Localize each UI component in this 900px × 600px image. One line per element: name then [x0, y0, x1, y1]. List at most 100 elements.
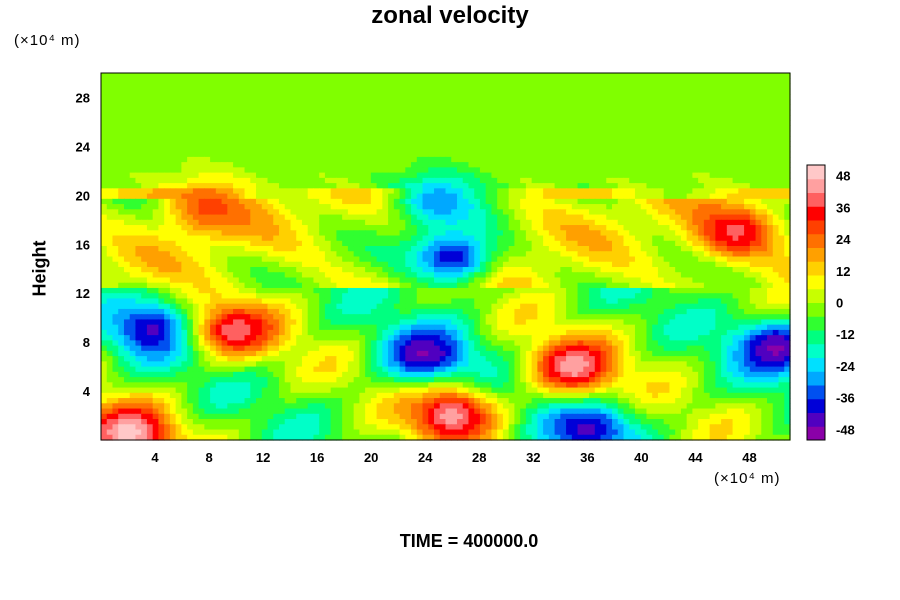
field-cell — [192, 114, 200, 121]
field-cell — [336, 209, 343, 216]
field-cell — [405, 93, 412, 100]
field-cell — [778, 156, 785, 163]
field-cell — [210, 73, 217, 79]
field-cell — [577, 172, 584, 179]
field-cell — [301, 93, 309, 100]
field-cell — [468, 151, 475, 158]
field-cell — [405, 225, 412, 231]
field-cell — [680, 198, 688, 205]
field-cell — [169, 135, 177, 142]
field-cell — [554, 266, 561, 273]
field-cell — [187, 251, 194, 258]
field-cell — [543, 225, 550, 231]
field-cell — [703, 193, 711, 200]
field-cell — [560, 93, 567, 100]
field-cell — [514, 135, 521, 142]
field-cell — [118, 193, 125, 200]
field-cell — [600, 109, 607, 116]
field-cell — [502, 167, 510, 174]
field-cell — [617, 256, 625, 263]
field-cell — [537, 83, 544, 90]
field-cell — [347, 73, 355, 79]
field-cell — [485, 156, 493, 163]
field-cell — [744, 282, 751, 289]
field-cell — [456, 130, 464, 137]
field-cell — [376, 193, 383, 200]
field-cell — [468, 209, 475, 216]
field-cell — [571, 93, 579, 100]
field-cell — [738, 198, 745, 205]
field-cell — [336, 266, 343, 273]
field-cell — [583, 104, 590, 111]
field-cell — [382, 235, 389, 242]
field-cell — [169, 204, 177, 210]
field-cell — [606, 156, 613, 163]
field-cell — [612, 272, 619, 279]
field-cell — [405, 266, 412, 273]
field-cell — [451, 256, 458, 263]
field-cell — [233, 177, 240, 184]
field-cell — [680, 120, 688, 127]
field-cell — [244, 204, 251, 210]
field-cell — [520, 130, 527, 137]
field-cell — [514, 177, 521, 184]
field-cell — [129, 240, 137, 247]
field-cell — [767, 162, 774, 168]
field-cell — [548, 83, 556, 90]
field-cell — [129, 135, 137, 142]
field-cell — [416, 83, 424, 90]
field-cell — [721, 188, 728, 195]
field-cell — [703, 235, 711, 242]
field-cell — [548, 282, 556, 289]
field-cell — [290, 177, 297, 184]
field-cell — [589, 167, 596, 174]
field-cell — [382, 219, 389, 226]
field-cell — [158, 73, 165, 79]
field-cell — [106, 251, 114, 258]
field-cell — [244, 99, 251, 106]
field-cell — [261, 209, 269, 216]
field-cell — [721, 114, 728, 121]
field-cell — [256, 251, 263, 258]
field-cell — [319, 78, 326, 85]
field-cell — [198, 287, 205, 294]
field-cell — [640, 83, 648, 90]
field-cell — [721, 256, 728, 263]
field-cell — [324, 272, 332, 279]
field-cell — [152, 167, 160, 174]
field-cell — [640, 172, 648, 179]
field-cell — [525, 246, 533, 252]
field-cell — [531, 93, 538, 100]
field-cell — [600, 277, 607, 284]
field-cell — [537, 261, 544, 268]
field-cell — [652, 93, 659, 100]
field-cell — [468, 225, 475, 231]
field-cell — [617, 183, 625, 189]
field-cell — [169, 214, 177, 221]
field-cell — [169, 282, 177, 289]
field-cell — [755, 219, 762, 226]
field-cell — [376, 156, 383, 163]
field-cell — [623, 225, 630, 231]
field-cell — [198, 78, 205, 85]
field-cell — [617, 88, 625, 95]
field-cell — [192, 209, 200, 216]
field-cell — [652, 246, 659, 252]
field-cell — [629, 277, 636, 284]
field-cell — [646, 120, 653, 127]
field-cell — [158, 282, 165, 289]
field-cell — [244, 225, 251, 231]
field-cell — [755, 172, 762, 179]
field-cell — [761, 261, 768, 268]
field-cell — [129, 209, 137, 216]
field-cell — [491, 209, 498, 216]
field-cell — [571, 219, 579, 226]
field-cell — [548, 93, 556, 100]
field-cell — [146, 251, 154, 258]
field-cell — [543, 188, 550, 195]
field-cell — [313, 114, 320, 121]
field-cell — [152, 240, 160, 247]
field-cell — [382, 193, 389, 200]
field-cell — [135, 125, 142, 132]
field-cell — [411, 287, 418, 294]
